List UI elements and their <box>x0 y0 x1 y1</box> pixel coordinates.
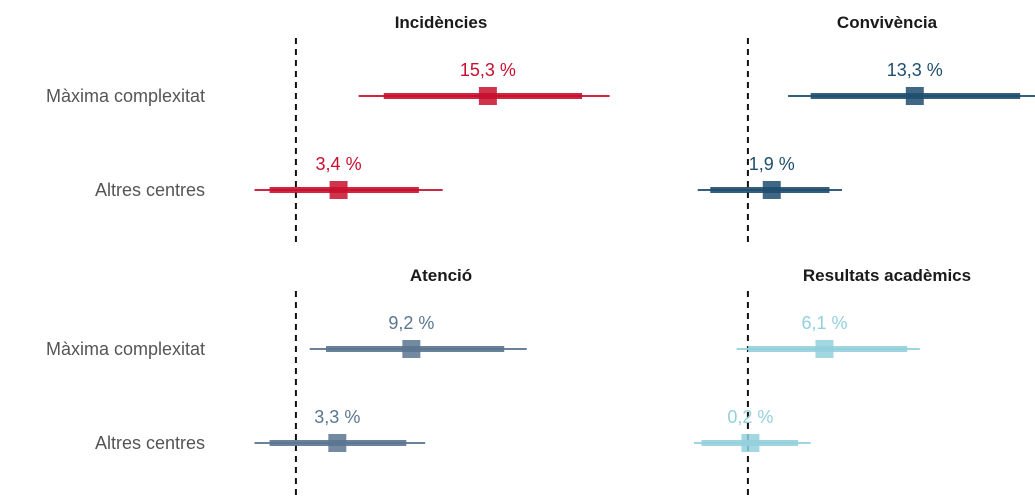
forest-panel: Convivència 13,3 % 1,9 % <box>697 13 1035 246</box>
data-label: 13,3 % <box>887 60 943 80</box>
data-label: 9,2 % <box>388 313 434 333</box>
panel-title: Resultats acadèmics <box>803 266 971 285</box>
panel-title: Incidències <box>395 13 488 32</box>
row-label: Màxima complexitat <box>46 86 205 106</box>
data-label: 6,1 % <box>801 313 847 333</box>
forest-panel: Resultats acadèmics 6,1 % 0,2 % <box>693 266 971 499</box>
row-label: Altres centres <box>95 433 205 453</box>
panel-title: Atenció <box>410 266 472 285</box>
point-estimate <box>402 340 421 358</box>
forest-panel: Atenció 9,2 % 3,3 % <box>254 266 527 499</box>
point-estimate <box>328 434 347 452</box>
data-label: 3,4 % <box>316 154 362 174</box>
data-label: 3,3 % <box>314 407 360 427</box>
row-label: Màxima complexitat <box>46 339 205 359</box>
point-estimate <box>329 181 348 199</box>
point-estimate <box>815 340 834 358</box>
point-estimate <box>762 181 781 199</box>
data-label: 15,3 % <box>460 60 516 80</box>
data-label: 0,2 % <box>727 407 773 427</box>
data-label: 1,9 % <box>749 154 795 174</box>
forest-panel: Incidències 15,3 % 3,4 % <box>254 13 610 246</box>
point-estimate <box>905 87 924 105</box>
point-estimate <box>478 87 497 105</box>
row-label: Altres centres <box>95 180 205 200</box>
point-estimate <box>741 434 760 452</box>
panel-title: Convivència <box>837 13 938 32</box>
